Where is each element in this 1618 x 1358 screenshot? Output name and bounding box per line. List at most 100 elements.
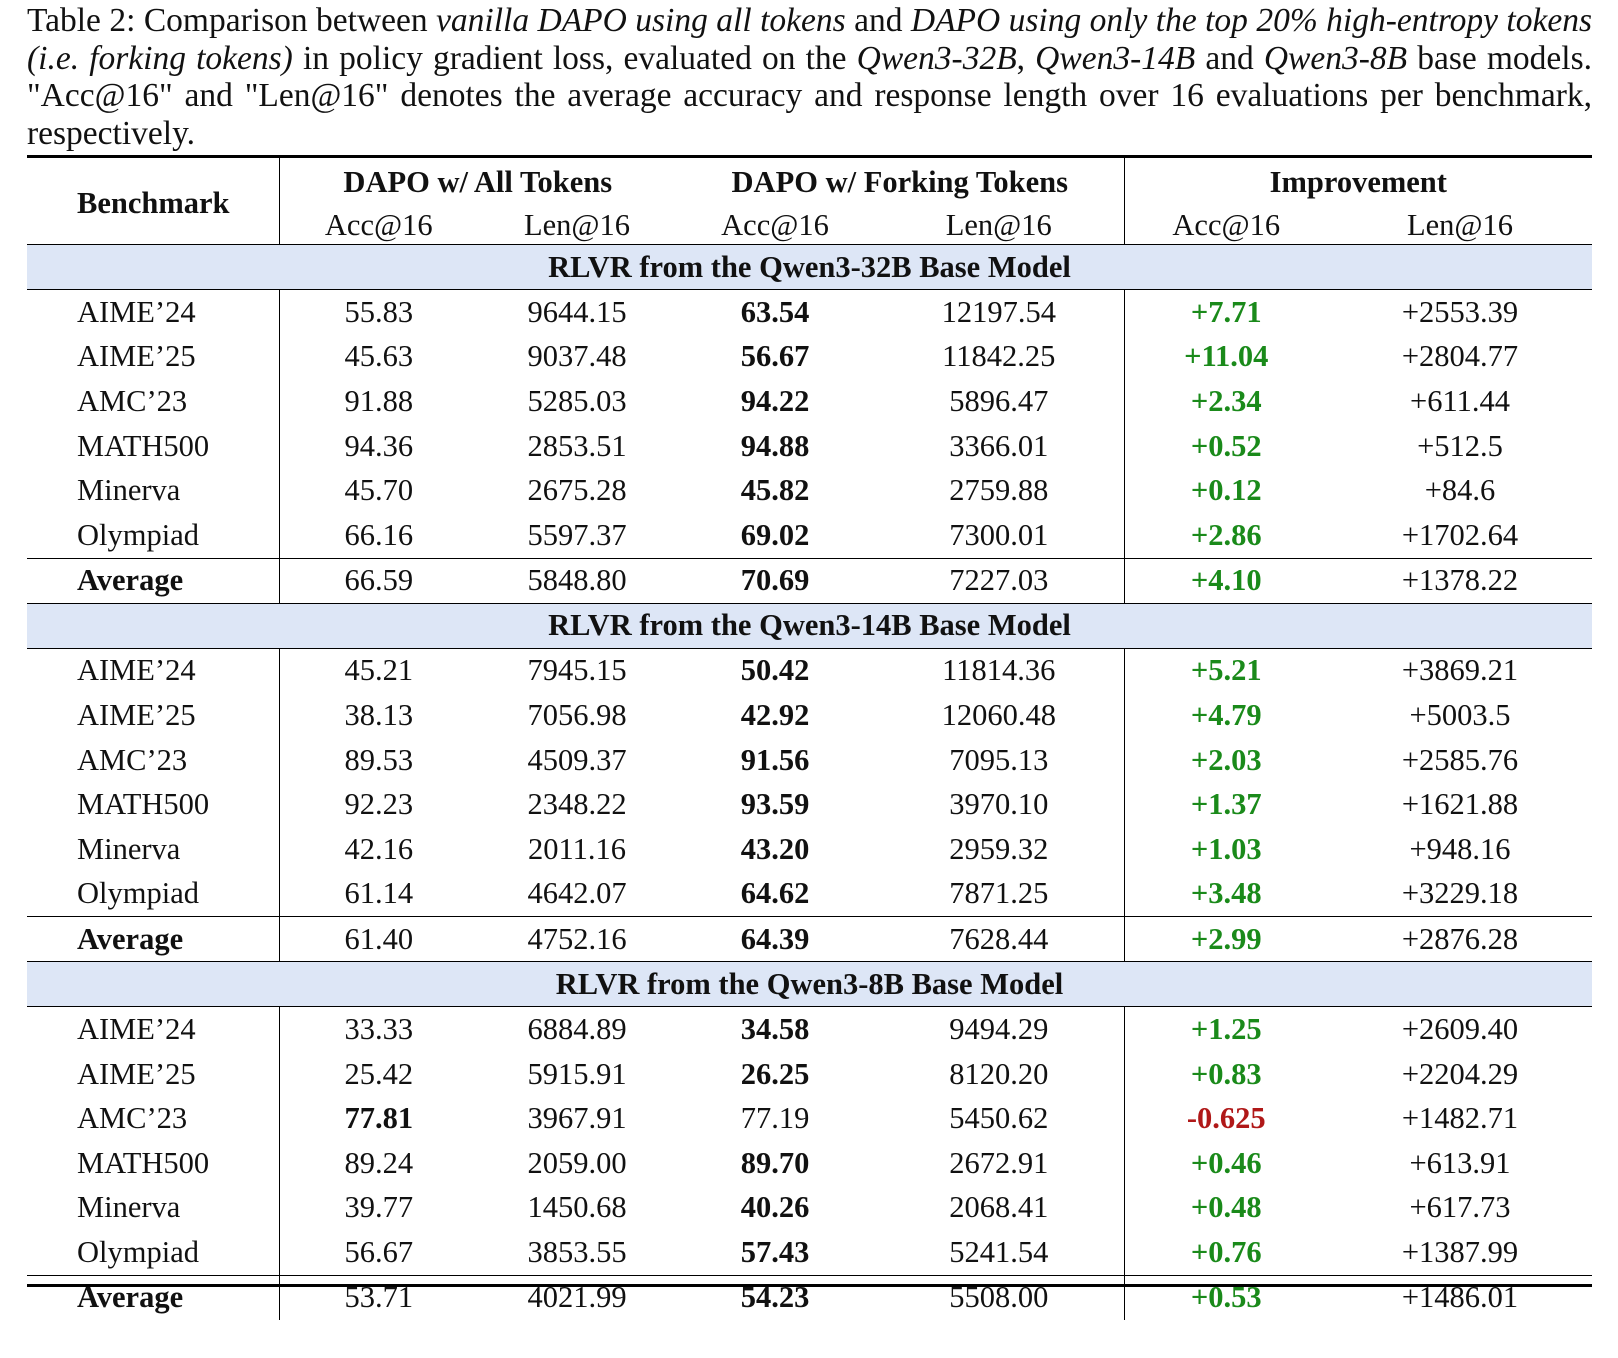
cell-fork-len: 7628.44 <box>874 916 1124 963</box>
cell-all-acc: 45.70 <box>278 468 478 513</box>
section-header: RLVR from the Qwen3-14B Base Model <box>27 603 1593 649</box>
cell-all-len: 2853.51 <box>527 428 627 463</box>
benchmark-name: MATH500 <box>77 787 210 822</box>
top-rule <box>27 155 1592 158</box>
cell-imp-len: +613.91 <box>1409 1145 1511 1180</box>
benchmark-name: Minerva <box>77 831 181 866</box>
cell-all-acc: 38.13 <box>278 693 478 738</box>
cell-all-len: 5915.91 <box>527 1056 627 1091</box>
cell-imp-acc: +3.48 <box>1123 871 1328 917</box>
caption-italic-2: DAPO using only the top 20% high-entropy… <box>27 2 1592 77</box>
cell-fork-len: 12197.54 <box>941 294 1056 329</box>
header-len-improvement: Len@16 <box>1328 206 1593 245</box>
cell-fork-len: 5896.47 <box>949 383 1049 418</box>
benchmark-name: AIME’25 <box>77 1056 196 1091</box>
cell-fork-acc: 57.43 <box>740 1234 810 1269</box>
cell-fork-acc: 34.58 <box>740 1011 810 1046</box>
cell-all-len: 2675.28 <box>527 473 627 508</box>
cell-imp-len: +948.16 <box>1409 831 1511 866</box>
benchmark-name: AIME’25 <box>77 697 196 732</box>
results-table: Benchmark DAPO w/ All Tokens DAPO w/ For… <box>27 158 1593 1320</box>
cell-fork-len: 9494.29 <box>949 1011 1049 1046</box>
cell-all-acc: 61.40 <box>278 916 478 963</box>
cell-fork-len: 11814.36 <box>942 653 1056 688</box>
cell-all-acc: 89.53 <box>278 737 478 783</box>
benchmark-name: Olympiad <box>77 876 199 911</box>
cell-fork-acc: 43.20 <box>740 831 810 866</box>
section-header: RLVR from the Qwen3-8B Base Model <box>27 961 1593 1008</box>
cell-fork-len: 12060.48 <box>941 697 1056 732</box>
cell-all-acc: 92.23 <box>278 782 478 827</box>
table-row: AMC’23 89.53 4509.37 91.56 7095.13 +2.03 +2585… <box>27 737 1592 783</box>
cell-fork-len: 7871.25 <box>949 876 1049 911</box>
caption-text-2: and <box>845 2 911 39</box>
cell-imp-acc: +1.25 <box>1123 1006 1328 1052</box>
table-row: AIME’25 38.13 7056.98 42.92 12060.48 +4.79 +50… <box>27 693 1592 738</box>
cell-all-len: 4021.99 <box>478 1274 676 1320</box>
table-row: MATH500 94.36 2853.51 94.88 3366.01 +0.52 +512… <box>27 423 1592 469</box>
cell-fork-len: 2068.41 <box>949 1190 1049 1225</box>
cell-imp-acc: +1.37 <box>1123 782 1328 827</box>
cell-fork-acc: 64.39 <box>676 916 874 963</box>
caption-text-6: base models. "Acc@16" and "Len@16" denot… <box>27 39 1593 152</box>
cell-imp-len: +1482.71 <box>1401 1101 1519 1136</box>
cell-fork-acc: 56.67 <box>740 339 810 374</box>
cell-imp-acc: +2.86 <box>1123 512 1328 559</box>
cell-all-acc: 25.42 <box>278 1051 478 1097</box>
header-row-groups: Benchmark DAPO w/ All Tokens DAPO w/ For… <box>27 158 1593 245</box>
cell-all-acc: 56.67 <box>278 1230 478 1276</box>
cell-fork-acc: 63.54 <box>740 294 810 329</box>
cell-imp-acc: -0.625 <box>1123 1096 1328 1141</box>
cell-all-len: 7945.15 <box>527 653 627 688</box>
benchmark-name: AIME’24 <box>77 653 196 688</box>
cell-imp-len: +611.44 <box>1410 383 1510 418</box>
cell-all-acc: 45.63 <box>278 334 478 380</box>
average-row: Average 61.40 4752.16 64.39 7628.44 +2.99 +287… <box>27 916 1593 963</box>
benchmark-name: AIME’24 <box>77 294 196 329</box>
cell-imp-len: +1387.99 <box>1401 1234 1519 1269</box>
table-caption: Table 2: Comparison between vanilla DAPO… <box>27 2 1592 152</box>
cell-all-len: 2348.22 <box>527 787 627 822</box>
cell-fork-len: 5450.62 <box>949 1101 1049 1136</box>
cell-all-len: 5848.80 <box>478 557 676 604</box>
cell-all-acc: 61.14 <box>278 871 478 917</box>
cell-fork-len: 3970.10 <box>949 787 1049 822</box>
cell-imp-acc: +7.71 <box>1123 289 1328 335</box>
cell-all-len: 2059.00 <box>527 1145 627 1180</box>
cell-imp-len: +2876.28 <box>1328 916 1593 963</box>
cell-imp-len: +3229.18 <box>1401 876 1519 911</box>
caption-italic-3: Qwen3-32B <box>856 39 1017 77</box>
header-group-forking-tokens: DAPO w/ Forking Tokens <box>731 164 1068 199</box>
cell-all-acc: 66.59 <box>278 557 478 604</box>
cell-fork-acc: 45.82 <box>740 473 810 508</box>
table-row: MATH500 92.23 2348.22 93.59 3970.10 +1.37 +162… <box>27 782 1592 827</box>
cell-all-acc: 77.81 <box>278 1096 478 1141</box>
cell-fork-len: 2959.32 <box>949 831 1049 866</box>
table-row: AIME’25 25.42 5915.91 26.25 8120.20 +0.83 +220… <box>27 1051 1592 1097</box>
benchmark-name: MATH500 <box>77 1145 210 1180</box>
cell-imp-acc: +4.79 <box>1123 693 1328 738</box>
cell-fork-acc: 94.22 <box>740 383 810 418</box>
cell-imp-acc: +0.83 <box>1123 1051 1328 1097</box>
cell-all-len: 9644.15 <box>527 294 627 329</box>
cell-all-len: 5285.03 <box>527 383 627 418</box>
section-title: RLVR from the Qwen3-32B Base Model <box>27 244 1593 290</box>
table-row: AMC’23 77.81 3967.91 77.19 5450.62 -0.625 +148… <box>27 1096 1592 1141</box>
cell-all-len: 3853.55 <box>527 1234 627 1269</box>
cell-fork-acc: 26.25 <box>740 1056 810 1091</box>
header-acc-fork: Acc@16 <box>676 206 874 245</box>
cell-fork-len: 7095.13 <box>949 742 1049 777</box>
cell-imp-acc: +0.76 <box>1123 1230 1328 1276</box>
benchmark-name: Average <box>27 1274 279 1320</box>
caption-text-1: Table 2: Comparison between <box>27 2 437 39</box>
cell-all-len: 3967.91 <box>527 1101 627 1136</box>
table-row: Minerva 42.16 2011.16 43.20 2959.32 +1.03 +948… <box>27 826 1592 872</box>
benchmark-name: Minerva <box>77 1190 181 1225</box>
cell-imp-acc: +5.21 <box>1123 648 1328 694</box>
header-acc-improvement: Acc@16 <box>1123 206 1328 245</box>
cell-all-len: 4509.37 <box>527 742 627 777</box>
cell-imp-len: +512.5 <box>1417 428 1503 463</box>
benchmark-name: MATH500 <box>77 428 210 463</box>
cell-all-len: 9037.48 <box>527 339 627 374</box>
section-title: RLVR from the Qwen3-8B Base Model <box>27 961 1593 1008</box>
